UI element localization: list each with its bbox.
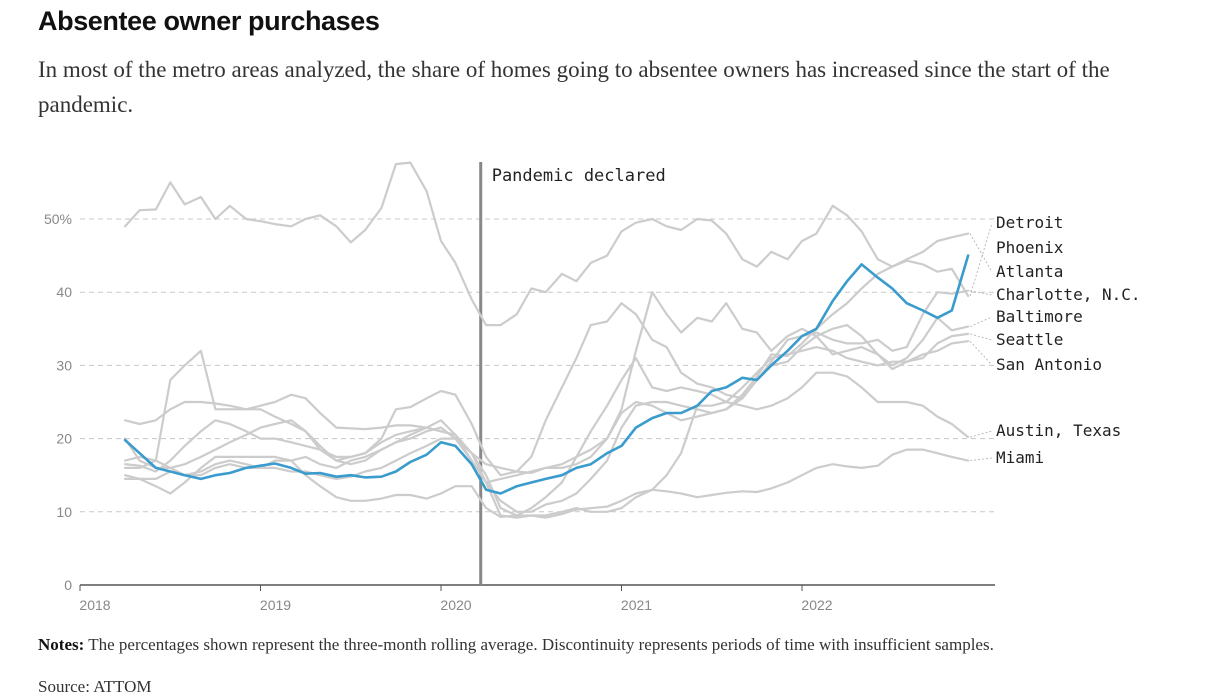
series-line-detroit [123,161,970,327]
y-tick-label: 10 [56,504,72,520]
leader-seattle [969,333,993,341]
series-label-phoenix: Phoenix [996,238,1064,257]
leader-atlanta [969,233,993,273]
pandemic-label: Pandemic declared [492,166,666,186]
leader-austin-texas [969,430,993,438]
gridlines [80,218,995,586]
chart-notes: Notes: The percentages shown represent t… [38,634,1158,655]
series-line-phoenix [123,254,970,495]
series-line-atlanta [123,232,970,475]
y-tick-label: 0 [64,577,72,593]
leader-detroit [969,222,993,297]
series-label-atlanta: Atlanta [996,262,1063,281]
leader-san-antonio [969,340,993,366]
leader-miami [970,457,993,462]
chart-title: Absentee owner purchases [38,6,380,36]
series-line-baltimore [123,291,970,484]
x-axis-ticks: 2018 2019 2020 2021 2022 [79,585,833,613]
series-label-seattle: Seattle [996,330,1063,349]
series-label-austin-texas: Austin, Texas [996,421,1121,440]
series-label-miami: Miami [996,448,1044,467]
y-axis-ticks: 0 10 20 30 40 50% [44,211,72,593]
line-chart: 0 10 20 30 40 50% 2018 2019 2020 2021 2022 Pandem… [44,161,1141,613]
y-tick-label: 20 [56,431,72,447]
x-tick-label: 2020 [440,597,471,613]
notes-text: The percentages shown represent the thre… [88,635,994,654]
leader-baltimore [969,316,993,328]
x-tick-label: 2018 [79,597,110,613]
series-label-san-antonio: San Antonio [996,355,1102,374]
y-tick-label: 40 [56,284,72,300]
x-tick-label: 2019 [260,597,291,613]
series-label-baltimore: Baltimore [996,307,1083,326]
series-line-miami [123,448,970,519]
notes-label: Notes: [38,635,85,654]
series-labels: Detroit Phoenix Atlanta Charlotte, N.C. Balt… [969,213,1141,467]
series-lines [123,161,970,519]
y-tick-label: 30 [56,357,72,373]
x-tick-label: 2022 [801,597,832,613]
pandemic-annotation: Pandemic declared [479,162,666,585]
chart-source: Source: ATTOM [38,677,152,696]
y-tick-label: 50% [44,211,72,227]
chart-subtitle: In most of the metro areas analyzed, the… [38,57,1110,117]
series-label-detroit: Detroit [996,213,1063,232]
series-line-austin-texas [123,371,970,519]
series-line-seattle [123,332,970,517]
series-line-charlotte-n-c [123,289,970,477]
x-tick-label: 2021 [621,597,652,613]
series-label-charlotte-n-c: Charlotte, N.C. [996,285,1141,304]
leader-charlotte-n-c [969,290,993,296]
